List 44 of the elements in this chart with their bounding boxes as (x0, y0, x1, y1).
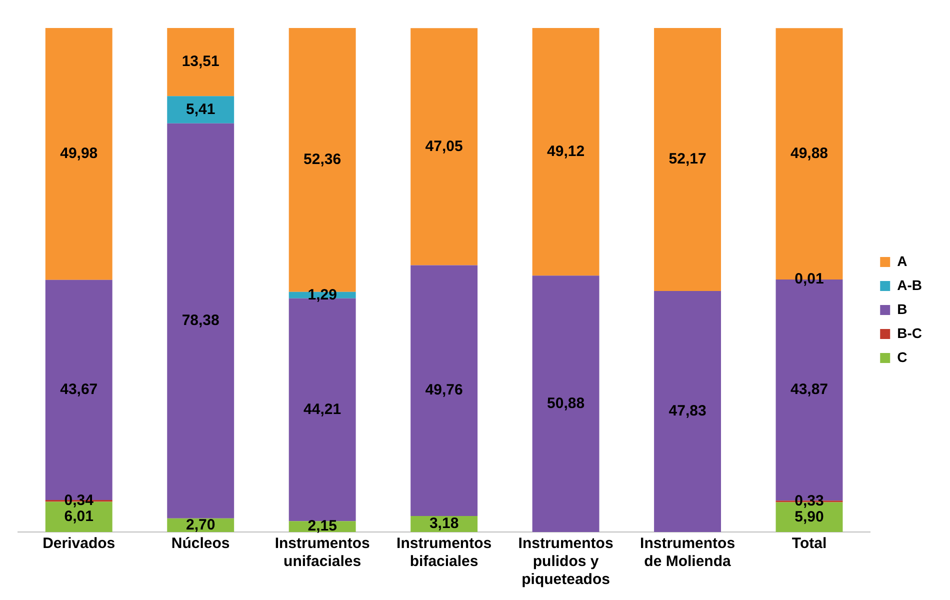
data-label: 5,41 (186, 100, 216, 118)
bar (167, 28, 234, 96)
data-label: 47,05 (425, 138, 463, 155)
bar (532, 28, 600, 276)
data-label: 2,70 (186, 516, 216, 534)
x-tick-label: Total (792, 535, 827, 552)
data-label: 47,83 (668, 402, 706, 420)
x-tick-label: Núcleos (171, 535, 230, 552)
legend-label: A-B (897, 276, 922, 293)
x-tick-label: Instrumentos unifaciales (274, 535, 370, 570)
bar (410, 28, 478, 266)
bar (654, 290, 721, 532)
data-label: 6,01 (64, 508, 94, 525)
x-tick-label: Instrumentos pulidos y piqueteados (518, 535, 614, 588)
data-label: 52,36 (304, 151, 342, 168)
data-label: 0,34 (64, 492, 94, 509)
data-label: 43,67 (60, 381, 98, 398)
data-label: 3,18 (429, 515, 459, 532)
data-label: 49,12 (547, 142, 585, 160)
data-label: 49,88 (790, 144, 828, 162)
data-label: 78,38 (182, 312, 220, 330)
data-label: 2,15 (308, 518, 337, 535)
bar (45, 28, 112, 280)
bar (654, 28, 721, 291)
bar (167, 123, 234, 518)
legend-label: C (897, 348, 908, 365)
legend-label: A (897, 252, 908, 269)
data-label: 52,17 (668, 150, 706, 168)
bar (532, 276, 600, 532)
data-label: 43,87 (790, 381, 828, 398)
data-label: 49,98 (60, 145, 98, 162)
data-label: 49,76 (425, 382, 463, 399)
data-label: 50,88 (547, 394, 585, 412)
legend-label: B-C (897, 324, 922, 341)
data-label: 0,33 (794, 492, 824, 510)
data-label: 13,51 (182, 53, 220, 70)
x-tick-label: Instrumentos bifaciales (396, 535, 492, 570)
data-label: 5,90 (794, 508, 824, 526)
x-tick-label: Instrumentos de Molienda (640, 535, 736, 570)
bar (167, 96, 234, 124)
bar (410, 265, 478, 516)
x-tick-label: Derivados (42, 535, 116, 552)
data-label: 44,21 (304, 400, 342, 418)
legend-label: B (897, 300, 908, 317)
